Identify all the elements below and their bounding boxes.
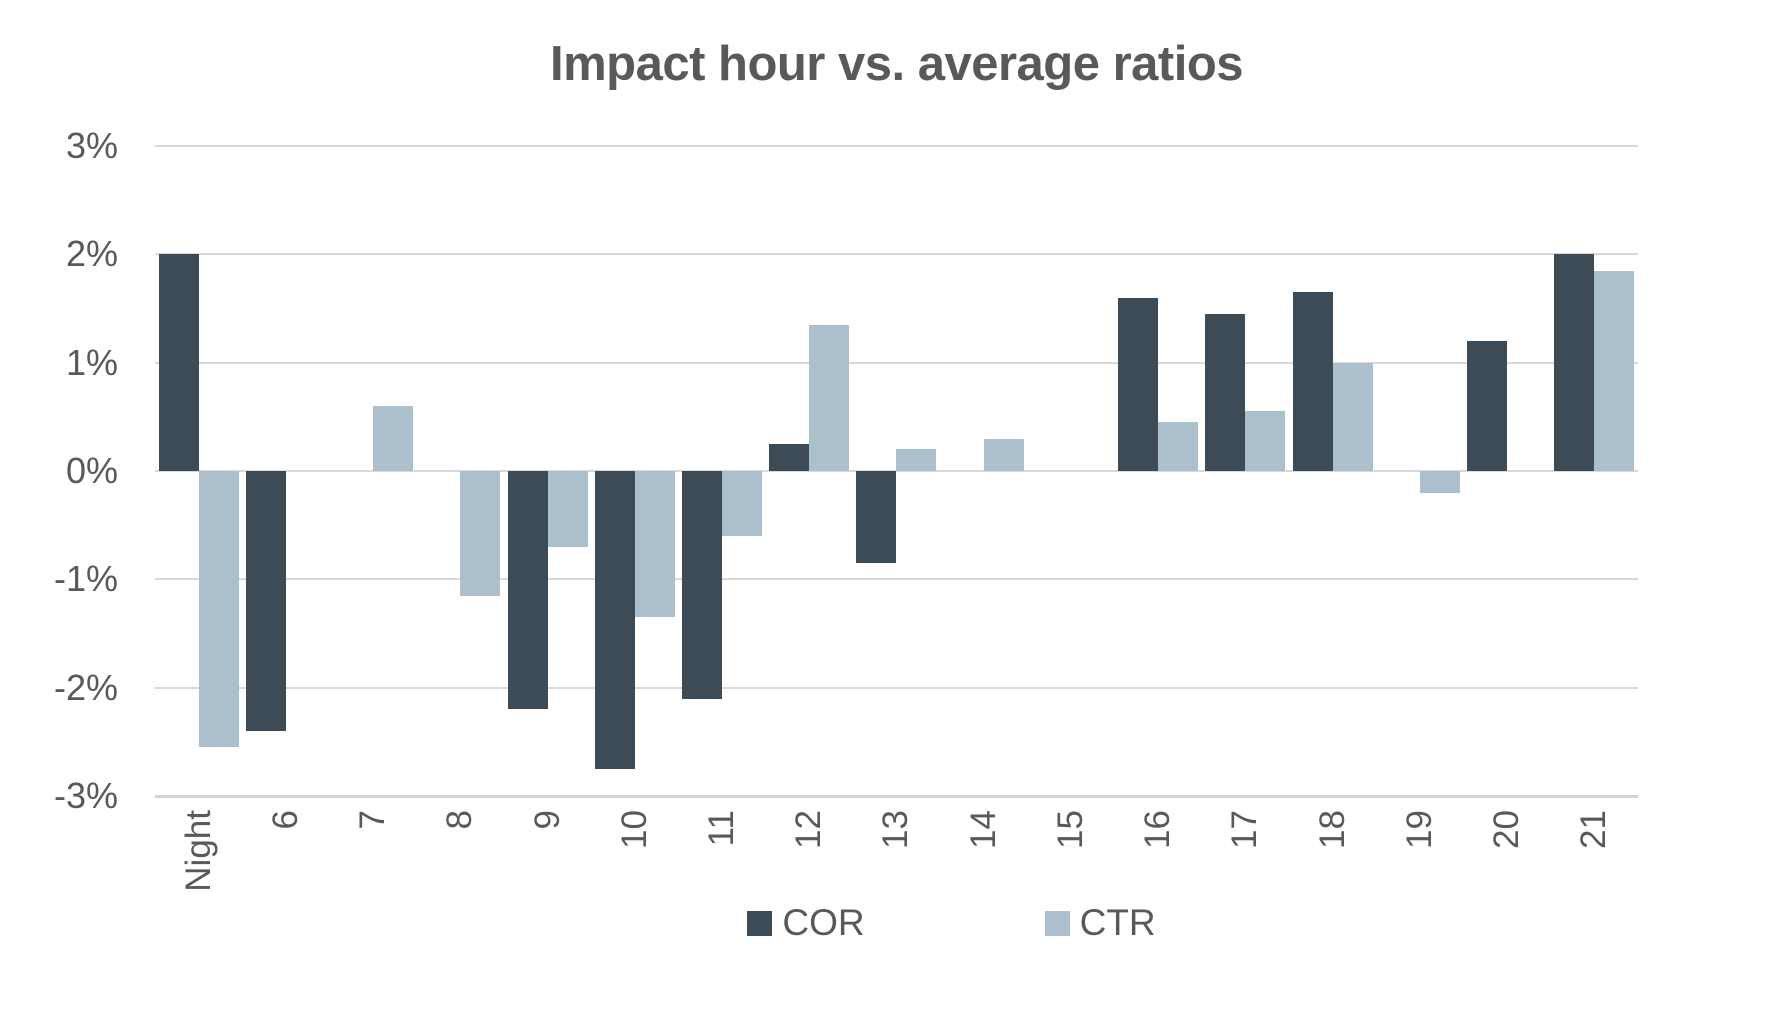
x-tick-label: 21 [1574, 810, 1614, 849]
gridline-3pct [155, 145, 1638, 147]
bar-cor-18 [1292, 292, 1333, 471]
bar-group-21 [1551, 146, 1638, 796]
x-tick-label: 10 [614, 810, 654, 849]
x-tick-label: 14 [963, 810, 1003, 849]
bar-group-14 [940, 146, 1027, 796]
bar-group-16 [1115, 146, 1202, 796]
bar-groups [155, 146, 1638, 796]
chart-title: Impact hour vs. average ratios [549, 37, 1244, 91]
legend-label-ctr: CTR [1079, 902, 1156, 943]
bar-cor-20 [1467, 341, 1508, 471]
ctr-swatch-icon [1044, 910, 1070, 936]
bar-group-12 [766, 146, 853, 796]
legend: COR CTR [210, 902, 1693, 944]
plot-area [155, 145, 1638, 798]
x-tick-label: 9 [527, 810, 567, 830]
bar-ctr-19 [1419, 471, 1460, 493]
bar-cor-11 [682, 471, 723, 699]
x-tick-label: 6 [265, 810, 305, 830]
bar-ctr-21 [1594, 270, 1635, 471]
x-tick-label: 16 [1138, 810, 1178, 849]
bar-group-20 [1464, 146, 1551, 796]
x-tick-label: 8 [440, 810, 480, 830]
bar-cor-13 [856, 471, 897, 564]
bar-group-6 [242, 146, 329, 796]
gridline--2pct [155, 686, 1638, 689]
bar-cor-night [158, 254, 199, 471]
cor-swatch-icon [747, 910, 773, 936]
x-tick-label: 12 [789, 810, 829, 849]
x-tick-label: Night [178, 810, 218, 892]
bar-group-13 [853, 146, 940, 796]
bar-ctr-night [198, 471, 239, 748]
bar-cor-12 [769, 443, 810, 471]
x-tick-label: 13 [876, 810, 916, 849]
bar-group-8 [417, 146, 504, 796]
bar-group-11 [678, 146, 765, 796]
gridline--1pct [155, 578, 1638, 581]
y-tick-label: -2% [53, 666, 118, 708]
gridline-2pct [155, 253, 1638, 256]
x-tick-label: 15 [1050, 810, 1090, 849]
bar-ctr-18 [1332, 362, 1373, 471]
bar-cor-16 [1118, 297, 1159, 471]
bar-ctr-11 [722, 471, 763, 536]
x-tick-label: 19 [1399, 810, 1439, 849]
bar-ctr-17 [1245, 411, 1286, 471]
legend-item-ctr: CTR [1044, 902, 1156, 944]
gridline-0pct [155, 470, 1638, 472]
y-tick-label: -1% [53, 558, 118, 600]
bar-cor-21 [1554, 254, 1595, 471]
x-tick-label: 20 [1487, 810, 1527, 849]
bar-ctr-16 [1158, 422, 1199, 471]
y-tick-label: -3% [53, 775, 118, 816]
x-tick-label: 17 [1225, 810, 1265, 849]
bar-ctr-14 [983, 438, 1024, 471]
y-tick-label: 0% [65, 450, 118, 491]
bar-group-7 [329, 146, 416, 796]
bar-ctr-7 [373, 406, 414, 471]
bar-group-10 [591, 146, 678, 796]
bar-cor-6 [245, 471, 286, 731]
gridline--3pct [155, 795, 1638, 798]
y-tick-label: 3% [65, 125, 118, 166]
bar-ctr-9 [547, 471, 588, 547]
bar-ctr-13 [896, 449, 937, 471]
bar-group-9 [504, 146, 591, 796]
gridline-1pct [155, 361, 1638, 364]
bar-group-19 [1376, 146, 1463, 796]
bar-group-18 [1289, 146, 1376, 796]
y-tick-label: 1% [65, 341, 118, 383]
bar-ctr-12 [809, 324, 850, 471]
bar-cor-10 [594, 471, 635, 769]
y-tick-label: 2% [65, 233, 118, 275]
x-tick-label: 18 [1312, 810, 1352, 849]
bar-group-15 [1027, 146, 1114, 796]
x-tick-label: 11 [702, 810, 742, 847]
legend-item-cor: COR [747, 902, 865, 944]
legend-label-cor: COR [782, 902, 865, 943]
bar-group-night [155, 146, 242, 796]
bar-cor-17 [1205, 313, 1246, 471]
bar-group-17 [1202, 146, 1289, 796]
bar-ctr-8 [460, 471, 501, 596]
bar-ctr-10 [634, 471, 675, 618]
bar-cor-9 [507, 471, 548, 710]
x-tick-label: 7 [353, 810, 393, 830]
